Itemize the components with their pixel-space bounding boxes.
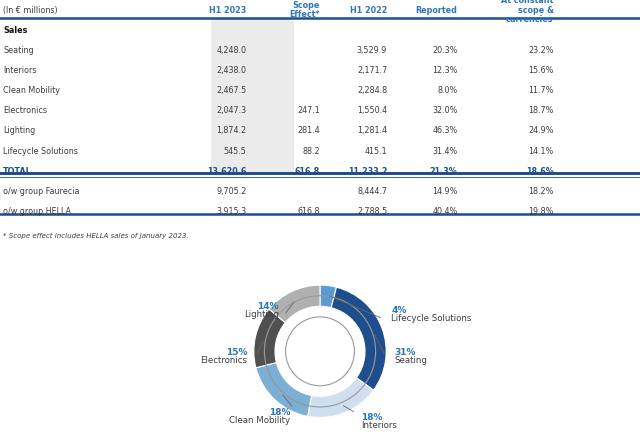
- Text: 616.8: 616.8: [298, 207, 320, 216]
- Text: 9,705.2: 9,705.2: [216, 187, 246, 196]
- Text: 8,444.7: 8,444.7: [357, 187, 387, 196]
- Text: 11.7%: 11.7%: [528, 86, 554, 95]
- Text: 2,788.5: 2,788.5: [357, 207, 387, 216]
- Text: Interiors: Interiors: [361, 421, 397, 430]
- Text: H1 2023: H1 2023: [209, 6, 246, 15]
- Text: 15.6%: 15.6%: [528, 66, 554, 75]
- Text: 1,281.4: 1,281.4: [357, 127, 387, 135]
- Text: 1,874.2: 1,874.2: [216, 127, 246, 135]
- Text: 4%: 4%: [392, 306, 407, 315]
- Text: Electronics: Electronics: [3, 106, 47, 115]
- Text: 14.9%: 14.9%: [432, 187, 458, 196]
- Text: 3,529.9: 3,529.9: [357, 46, 387, 55]
- Text: 40.4%: 40.4%: [433, 207, 458, 216]
- Text: Lighting: Lighting: [244, 310, 279, 319]
- Text: 46.3%: 46.3%: [433, 127, 458, 135]
- Text: 2,047.3: 2,047.3: [216, 106, 246, 115]
- Wedge shape: [254, 309, 285, 368]
- Text: * Scope effect includes HELLA sales of January 2023.: * Scope effect includes HELLA sales of J…: [3, 233, 189, 239]
- Text: 13,620.6: 13,620.6: [207, 167, 246, 176]
- Text: 23.2%: 23.2%: [528, 46, 554, 55]
- Text: o/w group HELLA: o/w group HELLA: [3, 207, 71, 216]
- Wedge shape: [331, 287, 386, 390]
- Text: 18%: 18%: [269, 408, 290, 417]
- Text: Interiors: Interiors: [3, 66, 36, 75]
- Text: Clean Mobility: Clean Mobility: [3, 86, 60, 95]
- Text: 545.5: 545.5: [223, 147, 246, 156]
- Text: H1 2022: H1 2022: [350, 6, 387, 15]
- Text: o/w group Faurecia: o/w group Faurecia: [3, 187, 80, 196]
- Text: Lighting: Lighting: [3, 127, 35, 135]
- Text: At constant
scope &
currencies: At constant scope & currencies: [501, 0, 554, 24]
- Wedge shape: [256, 362, 312, 416]
- Text: 281.4: 281.4: [298, 127, 320, 135]
- Text: 1,550.4: 1,550.4: [357, 106, 387, 115]
- Text: 31%: 31%: [394, 348, 415, 357]
- Text: 20.3%: 20.3%: [432, 46, 458, 55]
- Text: (In € millions): (In € millions): [3, 6, 58, 15]
- Text: 4,248.0: 4,248.0: [216, 46, 246, 55]
- Text: 12.3%: 12.3%: [432, 66, 458, 75]
- Text: 18.7%: 18.7%: [528, 106, 554, 115]
- Text: Seating: Seating: [3, 46, 34, 55]
- Text: 32.0%: 32.0%: [432, 106, 458, 115]
- Text: Clean Mobility: Clean Mobility: [229, 416, 290, 424]
- Text: 19.8%: 19.8%: [528, 207, 554, 216]
- Text: 24.9%: 24.9%: [528, 127, 554, 135]
- Text: 18.2%: 18.2%: [528, 187, 554, 196]
- Text: 616.8: 616.8: [295, 167, 320, 176]
- Text: 15%: 15%: [226, 348, 247, 357]
- Text: Electronics: Electronics: [200, 356, 247, 365]
- Text: 247.1: 247.1: [297, 106, 320, 115]
- Text: TOTAL: TOTAL: [3, 167, 32, 176]
- Text: 88.2: 88.2: [302, 147, 320, 156]
- Text: Scope
Effect*: Scope Effect*: [289, 1, 320, 20]
- Text: 2,171.7: 2,171.7: [357, 66, 387, 75]
- Text: 14.1%: 14.1%: [529, 147, 554, 156]
- Wedge shape: [320, 285, 337, 308]
- Text: 2,467.5: 2,467.5: [216, 86, 246, 95]
- Wedge shape: [308, 378, 374, 417]
- Text: 31.4%: 31.4%: [433, 147, 458, 156]
- Wedge shape: [269, 285, 320, 323]
- Text: 18.6%: 18.6%: [526, 167, 554, 176]
- Text: 3,915.3: 3,915.3: [216, 207, 246, 216]
- Text: 21.3%: 21.3%: [430, 167, 458, 176]
- Text: 11,233.2: 11,233.2: [348, 167, 387, 176]
- Text: 8.0%: 8.0%: [437, 86, 458, 95]
- Text: 14%: 14%: [257, 302, 279, 311]
- Text: Lifecycle Solutions: Lifecycle Solutions: [3, 147, 78, 156]
- Text: 2,284.8: 2,284.8: [357, 86, 387, 95]
- Text: 2,438.0: 2,438.0: [216, 66, 246, 75]
- Text: Seating: Seating: [394, 356, 427, 365]
- Text: 18%: 18%: [361, 413, 383, 422]
- Bar: [211, 18, 294, 173]
- Text: Lifecycle Solutions: Lifecycle Solutions: [392, 314, 472, 323]
- Text: Reported: Reported: [416, 6, 458, 15]
- Text: 415.1: 415.1: [365, 147, 387, 156]
- Text: Sales: Sales: [3, 26, 28, 35]
